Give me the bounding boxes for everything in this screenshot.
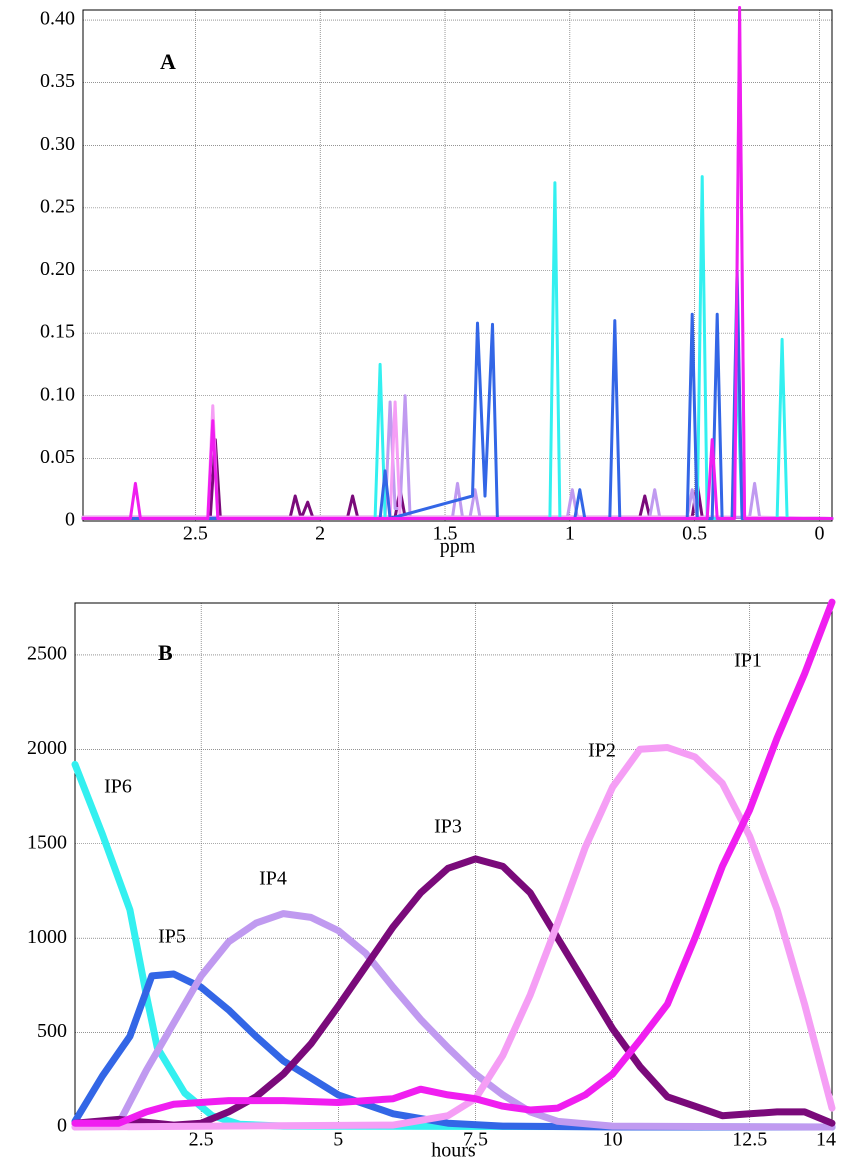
data-line [71,970,836,1131]
series-label: IP6 [104,776,132,798]
x-tick-label: 2.5 [189,1129,214,1151]
series-label: IP1 [734,650,762,672]
y-tick-label: 2500 [27,643,67,665]
data-line [81,175,834,520]
y-tick-label: 0 [57,1115,67,1137]
data-line [81,6,834,520]
y-tick-label: 0.15 [40,321,75,343]
x-tick-label: 1 [565,523,575,545]
data-line [71,598,836,1127]
x-tick-label: 0 [815,523,825,545]
series-label: IP4 [259,868,287,890]
y-tick-label: 0.25 [40,195,75,217]
x-tick-label: 7.5 [463,1129,488,1151]
y-tick-label: 0 [65,509,75,531]
x-axis-label: hours [431,1140,476,1162]
y-tick-label: 0.40 [40,8,75,30]
data-line [71,744,836,1131]
y-tick-label: 0.10 [40,383,75,405]
y-tick-label: 0.05 [40,446,75,468]
x-tick-label: 2.5 [183,523,208,545]
plot-frame [82,9,833,522]
y-tick-label: 500 [37,1020,67,1042]
y-tick-label: 2000 [27,737,67,759]
x-tick-label: 14 [816,1129,836,1151]
series-label: IP5 [158,926,186,948]
x-tick-label: 0.5 [682,523,707,545]
x-tick-label: 5 [333,1129,343,1151]
series-label: IP3 [434,816,462,838]
x-tick-label: 12.5 [732,1129,767,1151]
y-tick-label: 1000 [27,926,67,948]
y-tick-label: 1500 [27,831,67,853]
y-tick-label: 0.20 [40,258,75,280]
panel-label: B [158,640,173,665]
x-tick-label: 1.5 [433,523,458,545]
x-axis-label: ppm [440,536,476,558]
y-tick-label: 0.35 [40,70,75,92]
series-label: IP2 [588,740,616,762]
x-tick-label: 10 [603,1129,623,1151]
y-tick-label: 0.30 [40,133,75,155]
x-tick-label: 2 [315,523,325,545]
panel-label: A [160,49,176,74]
data-line [71,855,836,1129]
